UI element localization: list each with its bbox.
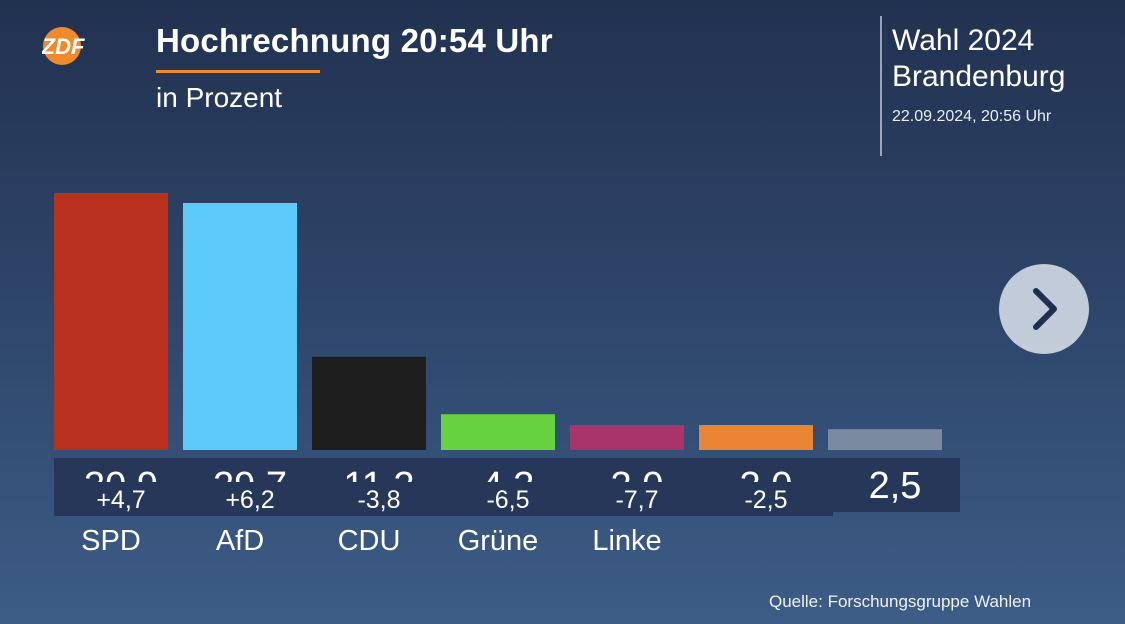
- diff-label-4: -7,7: [615, 486, 658, 514]
- diff-box-4: [570, 482, 704, 516]
- election-timestamp: 22.09.2024, 20:56 Uhr: [892, 108, 1052, 125]
- bar-1: [183, 202, 297, 450]
- diff-box-0: [54, 482, 188, 516]
- party-label-0: SPD: [81, 525, 141, 557]
- diff-label-5: -2,5: [744, 486, 787, 514]
- value-label-6: 2,5: [869, 465, 922, 507]
- bar-3: [441, 414, 555, 450]
- logo-text: ZDF: [42, 34, 85, 59]
- diff-box-2: [312, 482, 446, 516]
- party-label-2: CDU: [338, 525, 401, 557]
- zdf-logo: ZDF: [42, 27, 85, 65]
- diff-label-3: -6,5: [486, 486, 529, 514]
- header-divider: [880, 16, 882, 156]
- party-label-1: AfD: [216, 525, 264, 557]
- unit-subtitle: in Prozent: [156, 82, 283, 113]
- diff-box-5: [699, 482, 833, 516]
- bar-2: [312, 356, 426, 450]
- diff-box-1: [183, 482, 317, 516]
- party-label-4: Linke: [592, 525, 661, 557]
- chevron-right-icon: [1033, 288, 1057, 330]
- party-label-3: Grüne: [458, 525, 539, 557]
- diff-label-1: +6,2: [225, 486, 274, 514]
- bar-chart: 30,929,711,24,33,03,02,5+4,7+6,2-3,8-6,5…: [54, 192, 960, 557]
- diff-box-3: [441, 482, 575, 516]
- election-region: Brandenburg: [892, 60, 1066, 93]
- bar-6: [828, 429, 942, 450]
- bar-0: [54, 192, 168, 450]
- diff-label-0: +4,7: [96, 486, 145, 514]
- page-title: Hochrechnung 20:54 Uhr: [156, 22, 553, 59]
- title-underline: [156, 70, 320, 73]
- value-box-6: [828, 458, 960, 512]
- bar-4: [570, 425, 684, 450]
- diff-label-2: -3,8: [357, 486, 400, 514]
- bar-5: [699, 425, 813, 450]
- source-note: Quelle: Forschungsgruppe Wahlen: [769, 592, 1032, 611]
- next-button[interactable]: [999, 264, 1089, 354]
- election-name: Wahl 2024: [892, 24, 1035, 57]
